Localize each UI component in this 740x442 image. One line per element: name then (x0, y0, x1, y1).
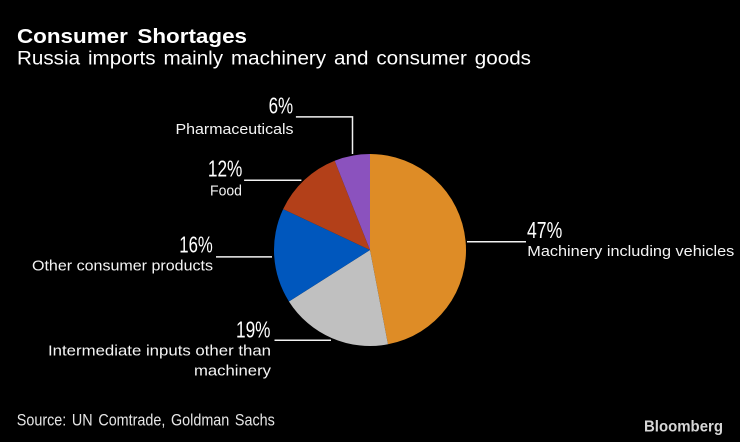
svg-text:Source: UN Comtrade, Goldman S: Source: UN Comtrade, Goldman Sachs (17, 411, 275, 430)
svg-text:12%: 12% (208, 156, 243, 182)
svg-text:47%: 47% (527, 217, 562, 243)
svg-text:Russia imports mainly machiner: Russia imports mainly machinery and cons… (17, 49, 531, 70)
svg-text:Other consumer products: Other consumer products (32, 258, 213, 275)
svg-text:Consumer Shortages: Consumer Shortages (17, 26, 247, 48)
svg-text:Pharmaceuticals: Pharmaceuticals (176, 121, 294, 138)
svg-text:Intermediate inputs other than: Intermediate inputs other than (48, 343, 271, 360)
svg-text:6%: 6% (269, 93, 294, 119)
svg-text:machinery: machinery (194, 363, 272, 380)
svg-text:Machinery including vehicles: Machinery including vehicles (527, 243, 734, 260)
svg-text:19%: 19% (236, 317, 271, 343)
svg-text:Bloomberg: Bloomberg (644, 419, 723, 436)
svg-text:16%: 16% (179, 232, 213, 258)
svg-text:Food: Food (210, 183, 242, 200)
